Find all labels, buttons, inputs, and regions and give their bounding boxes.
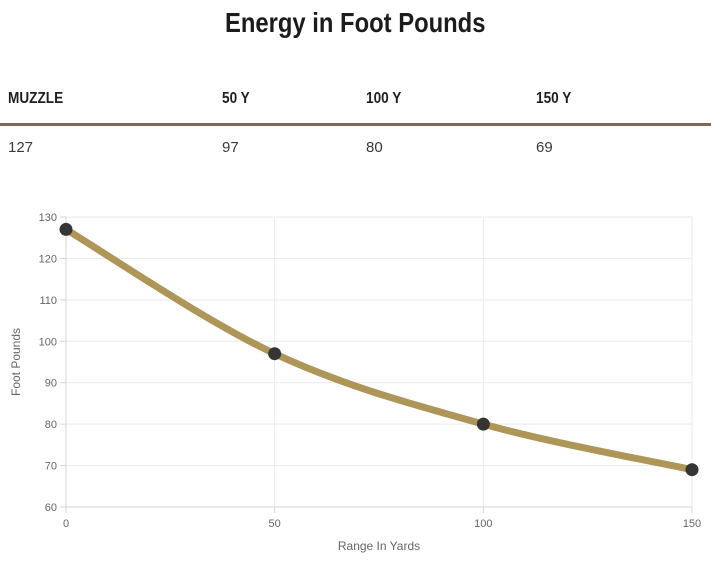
table-value-row: 127 97 80 69 [0, 126, 711, 157]
data-point-marker[interactable] [685, 463, 699, 477]
y-tick-label: 100 [39, 336, 57, 348]
data-point-marker[interactable] [59, 222, 73, 236]
x-tick-label: 0 [63, 518, 69, 530]
page-title: Energy in Foot Pounds [0, 7, 711, 39]
table-header-cell-150y: 150 Y [528, 90, 711, 108]
table-value-muzzle: 127 [8, 139, 34, 156]
data-point-marker[interactable] [476, 417, 490, 431]
table-header-cell-muzzle: MUZZLE [0, 90, 214, 108]
y-tick-label: 110 [39, 295, 57, 307]
table-value-150y: 69 [536, 139, 553, 156]
x-tick-label: 150 [683, 518, 701, 530]
page-title-text: Energy in Foot Pounds [225, 7, 486, 38]
table-header-cell-100y: 100 Y [358, 90, 528, 108]
energy-line-chart: 60 70 80 90 100 110 120 130 0 50 100 150 Range In Ya… [9, 212, 701, 553]
y-tick-label: 120 [39, 253, 57, 265]
table-header-label: MUZZLE [8, 90, 64, 107]
x-tick-label: 50 [269, 518, 281, 530]
table-header-label: 100 Y [366, 90, 402, 107]
table-header-row: MUZZLE 50 Y 100 Y 150 Y [0, 76, 711, 126]
x-axis-title: Range In Yards [338, 539, 420, 553]
y-tick-label: 80 [45, 419, 57, 431]
y-tick-label: 90 [45, 378, 57, 390]
table-header-cell-50y: 50 Y [214, 90, 358, 108]
x-tick-label: 100 [474, 518, 492, 530]
table-value-100y: 80 [366, 139, 383, 156]
table-header-label: 50 Y [222, 90, 250, 107]
table-value-50y: 97 [222, 139, 239, 156]
y-axis-title: Foot Pounds [9, 328, 23, 396]
y-tick-label: 60 [45, 502, 57, 514]
y-tick-label: 70 [45, 461, 57, 473]
ballistics-table: MUZZLE 50 Y 100 Y 150 Y 127 97 80 69 [0, 76, 711, 157]
energy-line [62, 225, 696, 474]
data-point-marker[interactable] [268, 347, 282, 361]
y-tick-label: 130 [39, 212, 57, 224]
table-header-label: 150 Y [536, 90, 572, 107]
